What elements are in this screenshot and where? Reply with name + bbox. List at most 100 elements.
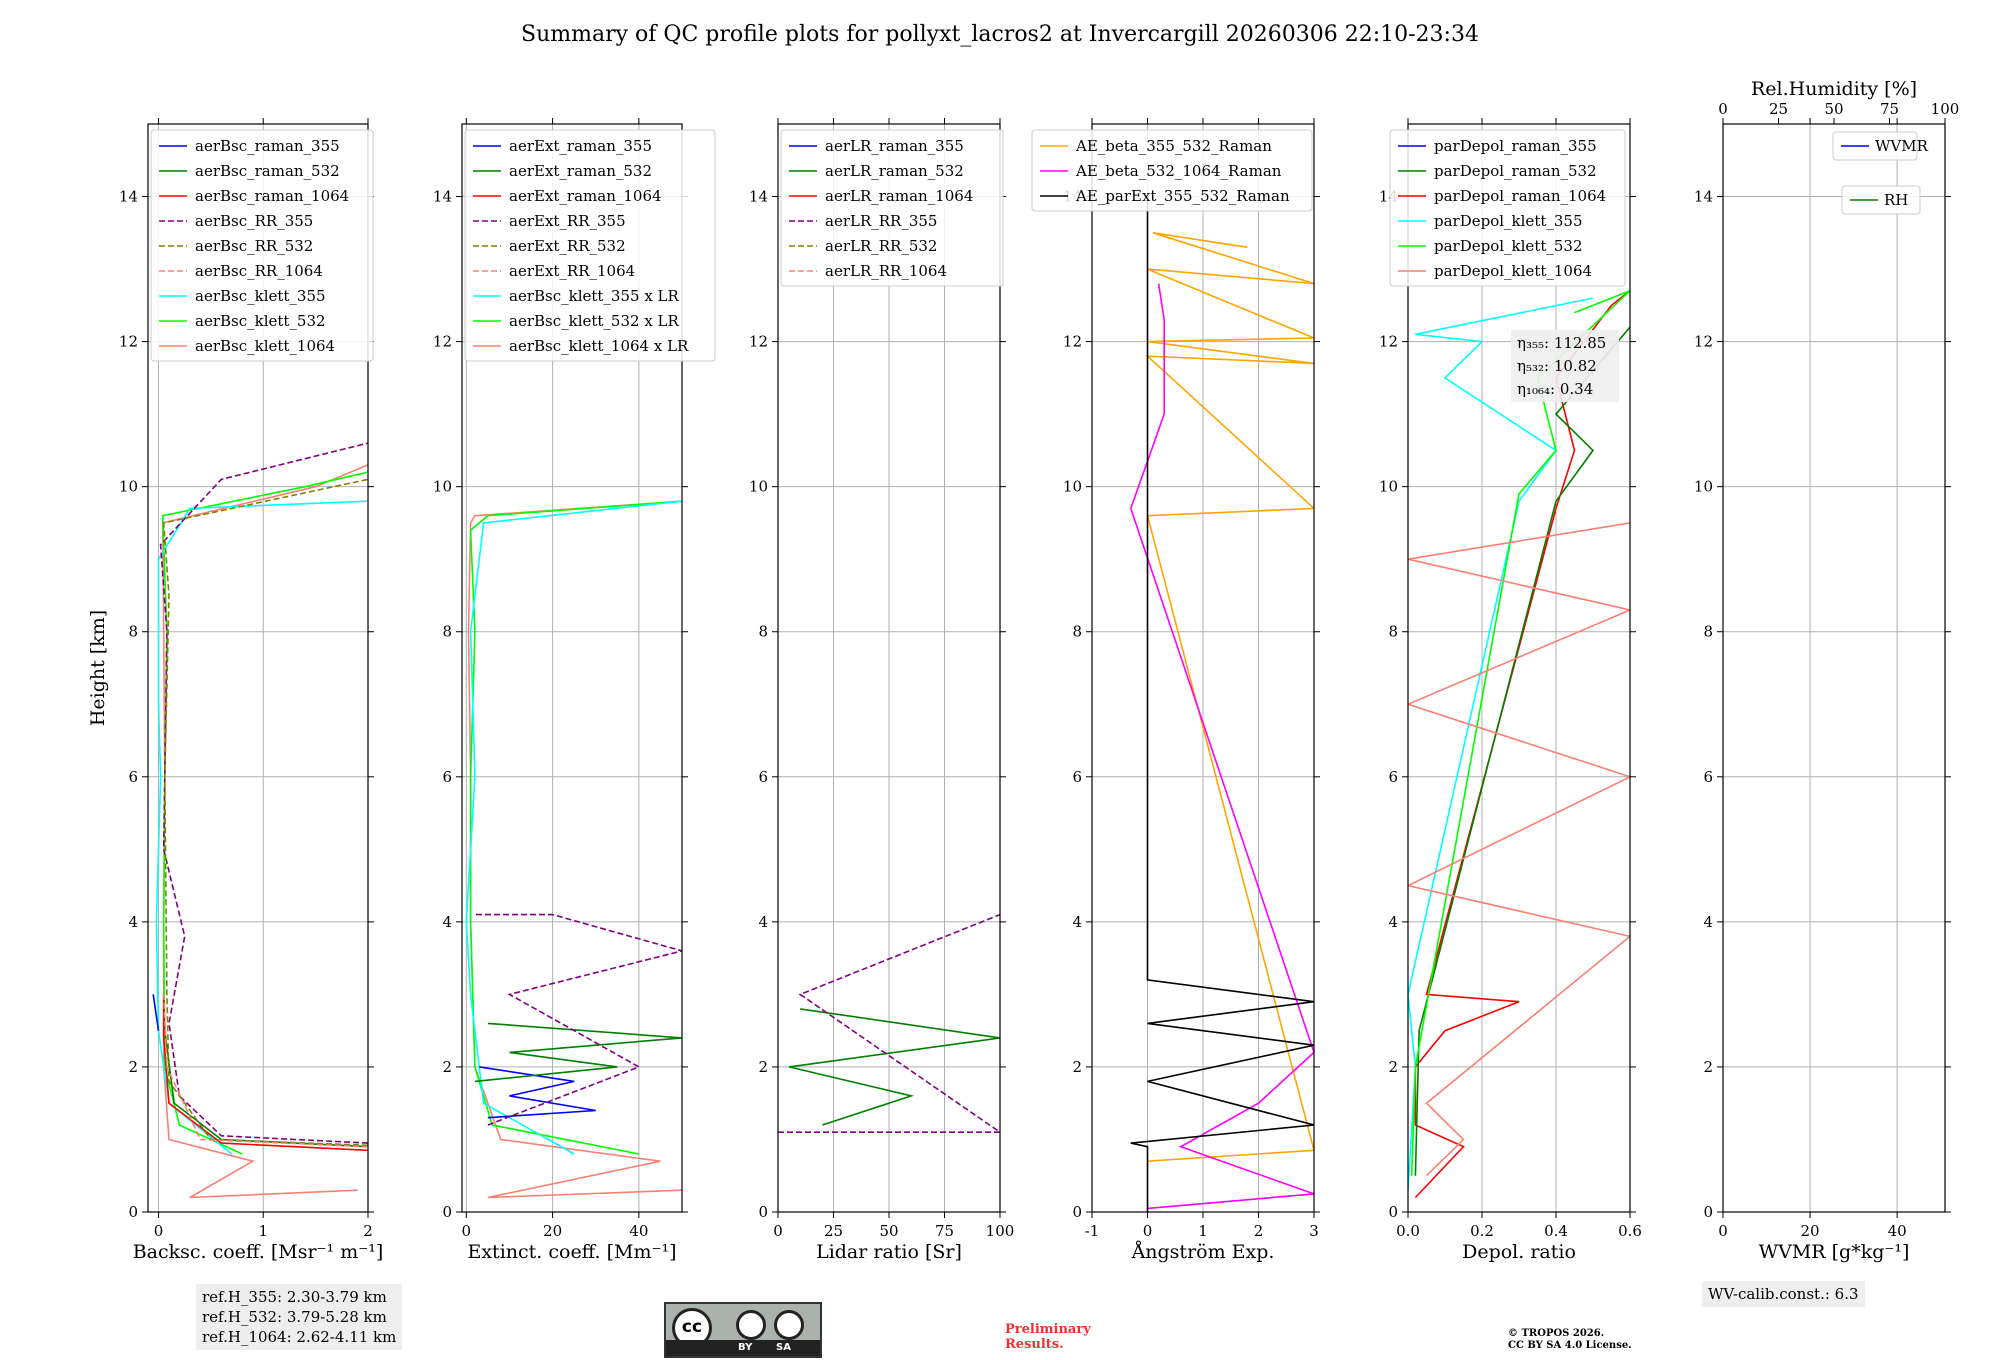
legend-box [1832,131,1918,161]
series-line [1408,297,1594,1191]
legend-box [780,129,1004,287]
preliminary-results-note: Preliminary Results. [1005,1322,1091,1352]
top-x-tick-label: 25 [1769,100,1788,118]
plot-frame [461,123,683,1213]
top-x-tick-label: 100 [1931,100,1960,118]
x-axis-label: Ångström Exp. [1131,1241,1275,1263]
series-line [1414,290,1630,1199]
cc-badge-bar: BY SA [666,1340,820,1356]
legend-label: AE_parExt_355_532_Raman [1075,187,1290,205]
y-tick-label: 0 [1703,1203,1713,1221]
figure-title: Summary of QC profile plots for pollyxt_… [521,22,1479,47]
legend-label: WVMR [1875,137,1929,155]
x-tick-label: 50 [879,1222,898,1240]
legend-label: aerBsc_raman_532 [195,162,340,180]
y-tick-label: 2 [128,1058,138,1076]
legend-label: parDepol_klett_1064 [1434,262,1592,280]
y-tick-label: 8 [1072,623,1082,641]
series-group [465,500,682,1199]
series-line [1129,283,1314,1210]
y-tick-label: 14 [433,188,452,206]
panel-lidar_ratio: 0 25 50 75 100 0 2 4 6 8 10 12 14 Lidar ratio [Sr] aer… [749,118,1014,1263]
series-line [1414,326,1630,1176]
top-x-tick-label: 50 [1824,100,1843,118]
x-tick-label: 0 [154,1222,164,1240]
series-line [162,994,368,1152]
wv-calibration-box: WV-calib.const.: 6.3 [1702,1281,1865,1307]
x-tick-label: 1 [258,1222,268,1240]
legend-label: RH [1884,191,1908,209]
y-tick-label: 0 [442,1203,452,1221]
series-line [465,500,682,1155]
legend-label: aerExt_RR_1064 [509,262,635,280]
legend-label: parDepol_klett_355 [1434,212,1583,230]
legend-box [150,129,374,362]
series-line [1145,232,1314,1162]
x-tick-label: 0.0 [1396,1222,1420,1240]
legend-label: parDepol_raman_355 [1434,137,1597,155]
y-tick-label: 4 [1703,913,1713,931]
ref-height-355: ref.H_355: 2.30-3.79 km [202,1288,387,1306]
cc-by-sa-badge: cc BY SA [664,1302,822,1358]
legend-label: aerBsc_klett_355 [195,287,326,305]
legend-label: aerLR_RR_532 [825,237,937,255]
legend-label: aerBsc_klett_532 [195,312,326,330]
legend-label: parDepol_raman_532 [1434,162,1597,180]
y-tick-label: 14 [119,188,138,206]
y-tick-label: 12 [433,333,452,351]
series-line [469,500,682,1155]
y-tick-label: 8 [1703,623,1713,641]
panel-extinction: 0 20 40 0 2 4 6 8 10 12 14 Extinct. coeff. [Mm⁻¹] ae… [433,118,716,1263]
legend-label: aerBsc_klett_355 x LR [509,287,680,305]
y-tick-label: 6 [1703,768,1713,786]
y-tick-label: 2 [1388,1058,1398,1076]
top-x-tick-label: 75 [1880,100,1899,118]
y-tick-label: 0 [1072,1203,1082,1221]
legend-label: aerBsc_klett_1064 x LR [509,337,689,355]
top-axis-label: Rel.Humidity [%] [1751,78,1917,100]
legend-label: aerLR_RR_1064 [825,262,947,280]
x-tick-label: -1 [1085,1222,1100,1240]
x-tick-label: 40 [1888,1222,1907,1240]
y-tick-label: 12 [1694,333,1713,351]
y-tick-label: 10 [433,478,452,496]
x-tick-label: 20 [1801,1222,1820,1240]
y-tick-label: 14 [1694,188,1713,206]
x-tick-label: 25 [824,1222,843,1240]
eta-label: η₁₀₆₄: 0.34 [1517,380,1593,398]
legend-box [1389,129,1626,287]
y-tick-label: 6 [128,768,138,786]
series-group [1129,196,1314,1212]
legend-label: parDepol_klett_532 [1434,237,1583,255]
series-line [788,1008,1000,1126]
y-tick-label: 2 [1072,1058,1082,1076]
y-tick-label: 10 [119,478,138,496]
series-line [162,994,368,1148]
y-tick-label: 8 [128,623,138,641]
eta-label: η₅₃₂: 10.82 [1517,357,1597,375]
y-tick-label: 4 [442,913,452,931]
attribution-icon [736,1310,766,1340]
panel-angstrom: -1012302468101214Ångström Exp.AE_beta_35… [1031,118,1320,1263]
y-tick-label: 10 [749,478,768,496]
x-tick-label: 20 [543,1222,562,1240]
legend-label: aerBsc_klett_532 x LR [509,312,680,330]
y-tick-label: 10 [1379,478,1398,496]
eta-box [1511,330,1619,402]
y-tick-label: 2 [758,1058,768,1076]
y-tick-label: 6 [1072,768,1082,786]
legend-label: aerLR_RR_355 [825,212,937,230]
legend-label: AE_beta_532_1064_Raman [1075,162,1282,180]
legend-label: aerExt_raman_1064 [509,187,662,205]
legend-label: aerLR_raman_532 [825,162,964,180]
y-tick-label: 8 [442,623,452,641]
eta-label: η₃₅₅: 112.85 [1517,334,1606,352]
y-tick-label: 12 [1379,333,1398,351]
reference-heights-box: ref.H_355: 2.30-3.79 km ref.H_532: 3.79-… [196,1284,403,1350]
x-axis-label: Extinct. coeff. [Mm⁻¹] [467,1241,676,1263]
y-tick-label: 10 [1063,478,1082,496]
y-tick-label: 0 [1388,1203,1398,1221]
series-line [474,913,682,1126]
x-tick-label: 75 [935,1222,954,1240]
